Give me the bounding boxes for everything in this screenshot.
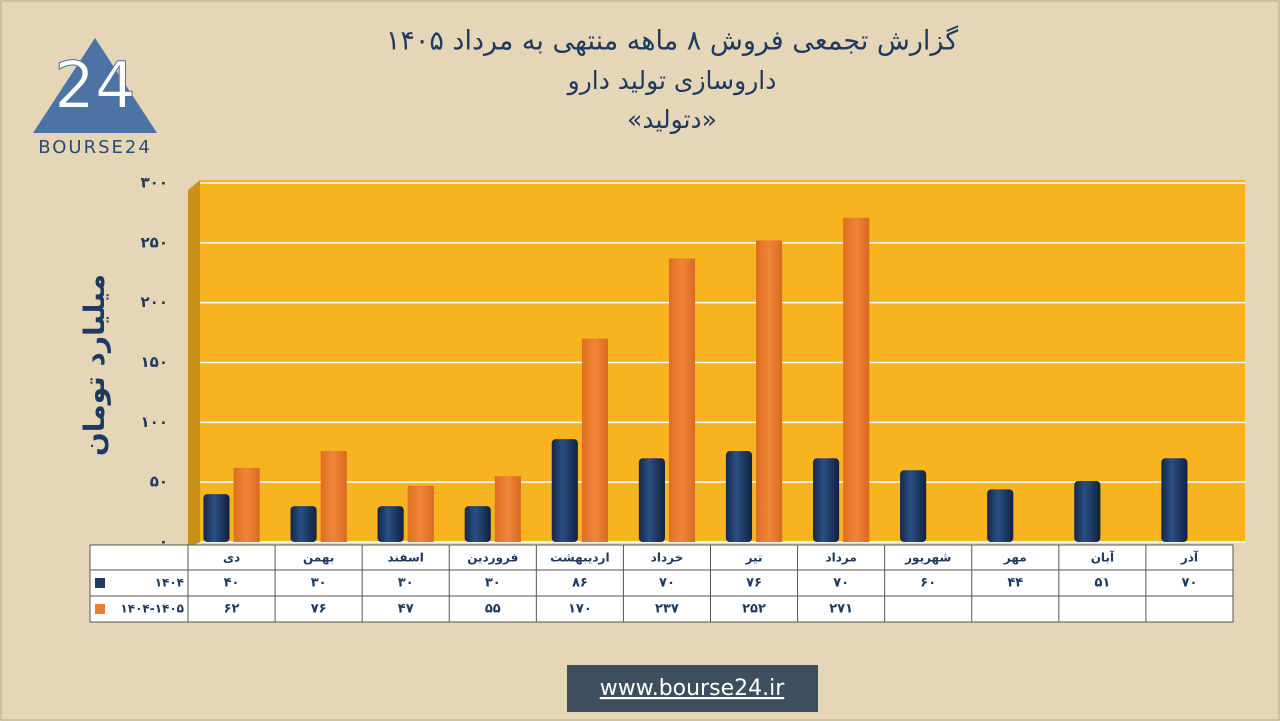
x-tick-label: اسفند — [388, 551, 424, 565]
x-tick-label: فروردین — [467, 551, 518, 566]
x-tick-label: دی — [223, 551, 240, 565]
bar — [464, 506, 491, 542]
y-tick-label: ۲۰۰ — [141, 293, 168, 311]
data-label: ۸۶ — [572, 576, 588, 591]
data-label: ۲۵۲ — [742, 602, 766, 617]
legend-swatch — [95, 578, 105, 588]
chart-subtitle: داروسازی تولید دارو — [566, 66, 777, 96]
data-label: ۷۰ — [1182, 576, 1198, 591]
data-label: ۷۶ — [746, 576, 762, 591]
x-tick-label: بهمن — [303, 551, 334, 565]
y-tick-label: ۵۰ — [150, 473, 168, 491]
bar — [233, 467, 260, 542]
x-tick-label: آبان — [1091, 550, 1115, 565]
logo-text: BOURSE24 — [38, 137, 152, 158]
table-bg — [89, 544, 1234, 623]
data-label: ۱۷۰ — [568, 602, 592, 617]
bar — [407, 485, 434, 542]
legend-swatch — [95, 604, 105, 614]
logo-mark: 24 — [54, 50, 135, 124]
x-tick-label: مهر — [1003, 551, 1027, 565]
bar — [290, 506, 317, 542]
x-tick-label: خرداد — [651, 551, 684, 565]
legend-label: ۱۴۰۴ — [155, 576, 184, 590]
y-tick-label: ۱۵۰ — [141, 353, 168, 371]
bar — [725, 451, 753, 542]
data-label: ۴۰ — [224, 576, 240, 591]
x-tick-label: تیر — [745, 551, 763, 565]
bar — [638, 458, 665, 542]
y-tick-label: ۰ — [159, 533, 168, 551]
bar — [843, 217, 870, 542]
bar — [1161, 458, 1188, 542]
data-label: ۲۷۱ — [829, 602, 853, 617]
data-label: ۶۰ — [920, 576, 936, 591]
data-label: ۴۷ — [398, 602, 414, 617]
bar — [377, 506, 404, 542]
legend-label: ۱۴۰۴-۱۴۰۵ — [120, 602, 184, 616]
bar — [813, 458, 840, 542]
data-label: ۳۰ — [311, 576, 327, 591]
data-label: ۶۲ — [224, 602, 240, 617]
data-label: ۴۴ — [1007, 576, 1023, 591]
logo: 24 BOURSE24 — [33, 38, 157, 158]
logo-triangle — [33, 38, 157, 133]
footer-box — [567, 665, 818, 712]
y-tick-label: ۱۰۰ — [141, 413, 168, 431]
data-label: ۷۰ — [659, 576, 675, 591]
bar — [494, 476, 521, 542]
x-tick-label: شهریور — [904, 551, 951, 566]
data-label: ۷۰ — [833, 576, 849, 591]
bar — [756, 240, 783, 542]
bar — [668, 258, 696, 542]
bar — [320, 451, 347, 542]
website[interactable]: www.bourse24.ir — [600, 676, 785, 701]
x-tick-label: آذر — [1180, 550, 1199, 565]
data-label: ۲۳۷ — [655, 602, 679, 617]
x-tick-label: مرداد — [825, 551, 856, 565]
y-tick-label: ۳۰۰ — [141, 174, 168, 192]
data-label: ۳۰ — [398, 576, 414, 591]
bar — [551, 439, 578, 542]
data-label: ۵۱ — [1094, 576, 1110, 591]
data-label: ۷۶ — [311, 602, 327, 617]
x-tick-label: اردیبهشت — [550, 551, 609, 565]
y-axis-label: میلیارد تومان — [78, 274, 111, 456]
chart-title: گزارش تجمعی فروش ۸ ماهه منتهی به مرداد ۱… — [386, 25, 958, 57]
plot-wall-side — [188, 180, 200, 548]
bar — [987, 489, 1014, 542]
bar — [900, 470, 927, 542]
bar — [581, 338, 608, 542]
chart-subtitle: «دتولید» — [627, 105, 717, 134]
bar — [1074, 480, 1101, 542]
y-tick-label: ۲۵۰ — [141, 233, 168, 251]
data-label: ۵۵ — [485, 602, 501, 617]
bar — [203, 494, 230, 542]
data-label: ۳۰ — [485, 576, 501, 591]
footer: www.bourse24.ir — [567, 665, 818, 712]
